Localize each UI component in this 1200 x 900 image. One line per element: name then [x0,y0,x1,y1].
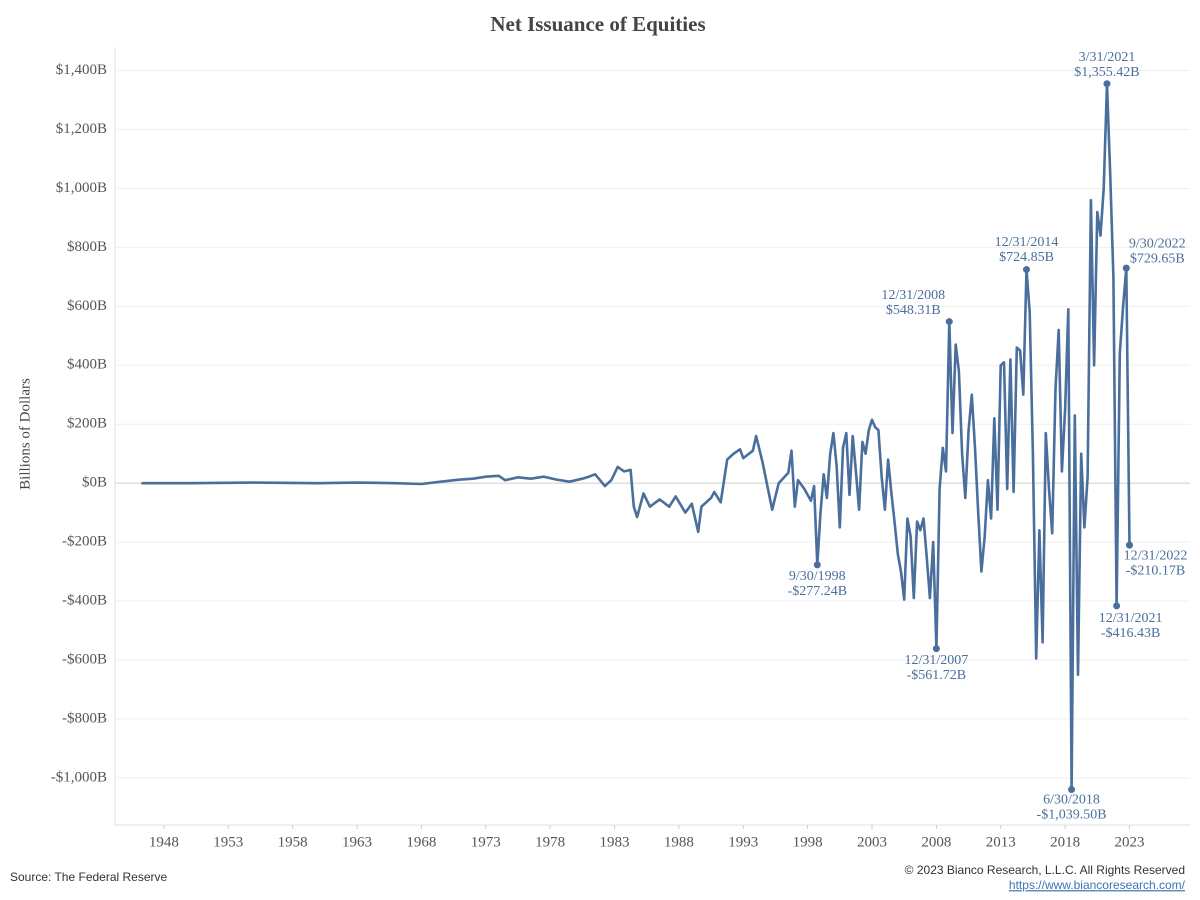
annotation-date: 12/31/2007 [904,653,968,668]
annotation-value: -$561.72B [907,668,967,683]
annotation-date: 3/31/2021 [1079,50,1136,65]
y-tick-label: -$600B [62,651,107,667]
x-tick-label: 2023 [1114,834,1144,850]
annotation-date: 12/31/2022 [1124,548,1188,563]
y-axis-label: Billions of Dollars [17,378,33,490]
x-tick-label: 1983 [600,834,630,850]
annotation-value: $724.85B [999,250,1054,265]
y-tick-label: -$200B [62,534,107,550]
x-tick-label: 1958 [278,834,308,850]
y-tick-label: $800B [67,239,107,255]
chart-title: Net Issuance of Equities [490,12,705,36]
x-tick-label: 2013 [986,834,1016,850]
annotation-point [1068,785,1076,793]
url-link[interactable]: https://www.biancoresearch.com/ [1009,878,1186,892]
annotation-value: -$416.43B [1101,626,1161,641]
x-tick-label: 1978 [535,834,565,850]
annotation-point [813,561,821,569]
x-tick-label: 1963 [342,834,372,850]
x-tick-label: 2003 [857,834,887,850]
y-tick-label: -$1,000B [51,769,107,785]
annotation-date: 6/30/2018 [1043,793,1100,808]
annotation-point [1122,264,1130,272]
annotation-value: $1,355.42B [1074,65,1139,80]
annotation-date: 12/31/2014 [995,235,1059,250]
x-tick-label: 1968 [406,834,436,850]
x-tick-label: 1973 [471,834,501,850]
annotation-value: -$210.17B [1126,563,1186,578]
y-tick-label: -$400B [62,592,107,608]
annotation-date: 9/30/1998 [789,569,846,584]
x-tick-label: 1953 [213,834,243,850]
annotation-point [1022,266,1030,274]
annotation-point [1103,80,1111,88]
source: Source: The Federal Reserve [10,870,168,884]
y-tick-label: $1,000B [56,180,107,196]
y-tick-label: $1,400B [56,62,107,78]
x-tick-label: 1988 [664,834,694,850]
annotation-point [1113,602,1121,610]
copyright: © 2023 Bianco Research, L.L.C. All Right… [905,863,1185,877]
annotation-value: $729.65B [1130,251,1185,266]
y-tick-label: $200B [67,416,107,432]
annotation-value: $548.31B [886,303,941,318]
y-tick-label: -$800B [62,710,107,726]
annotation-point [1125,541,1133,549]
line-series [141,82,1131,791]
y-tick-label: $400B [67,357,107,373]
annotation-point [932,645,940,653]
x-tick-label: 1993 [728,834,758,850]
x-tick-label: 2008 [921,834,951,850]
annotation-date: 12/31/2008 [881,288,945,303]
annotation-date: 9/30/2022 [1129,236,1186,251]
x-tick-label: 1998 [793,834,823,850]
x-tick-label: 1948 [149,834,179,850]
y-tick-label: $1,200B [56,121,107,137]
annotation-date: 12/31/2021 [1099,611,1163,626]
y-tick-label: $0B [82,475,107,491]
x-tick-label: 2018 [1050,834,1080,850]
annotation-value: -$1,039.50B [1037,808,1107,823]
annotation-point [945,318,953,326]
y-tick-label: $600B [67,298,107,314]
annotation-value: -$277.24B [788,584,848,599]
